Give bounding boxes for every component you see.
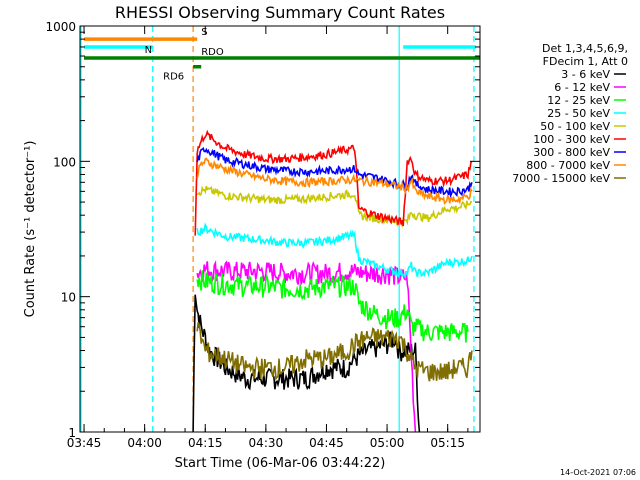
x-tick-label-3: 04:30	[249, 436, 284, 450]
legend-header-0: Det 1,3,4,5,6,9,	[542, 42, 628, 55]
x-tick-label-6: 05:15	[430, 436, 465, 450]
series-line-3	[196, 222, 473, 280]
legend-label-3: 25 - 50 keV	[547, 107, 610, 120]
chart-title: RHESSI Observing Summary Count Rates	[115, 3, 445, 22]
legend-label-7: 800 - 7000 keV	[526, 159, 610, 172]
plot-frame	[79, 25, 481, 433]
series-line-7	[196, 157, 473, 206]
y-tick-label-1: 10	[61, 291, 76, 305]
series-line-6	[196, 146, 473, 199]
series-line-4	[196, 185, 473, 229]
x-tick-label-5: 05:00	[370, 436, 405, 450]
legend-label-0: 3 - 6 keV	[561, 68, 610, 81]
y-tick-label-2: 100	[53, 155, 76, 169]
series-line-2	[196, 270, 469, 343]
flag-label-rdo: RDO	[201, 47, 224, 58]
legend-header-1: FDecim 1, Att 0	[543, 55, 628, 68]
legend-label-6: 300 - 800 keV	[533, 146, 610, 159]
series-line-5	[194, 129, 473, 236]
series-line-1	[196, 259, 417, 433]
x-tick-label-4: 04:45	[309, 436, 344, 450]
x-axis-label: Start Time (06-Mar-06 03:44:22)	[175, 456, 386, 471]
x-tick-label-1: 04:00	[127, 436, 162, 450]
legend-label-5: 100 - 300 keV	[533, 133, 610, 146]
legend-label-1: 6 - 12 keV	[554, 81, 610, 94]
legend-label-2: 12 - 25 keV	[547, 94, 610, 107]
y-axis-label: Count Rate (s⁻¹ detector⁻¹)	[23, 141, 38, 318]
flag-label-n: N	[145, 45, 152, 56]
legend-label-4: 50 - 100 keV	[540, 120, 610, 133]
flag-label-rd6: RD6	[163, 72, 184, 83]
footer-timestamp: 14-Oct-2021 07:06	[560, 468, 636, 477]
flag-label-s: S	[201, 27, 207, 38]
x-tick-label-0: 03:45	[67, 436, 102, 450]
legend-label-8: 7000 - 15000 keV	[512, 172, 610, 185]
y-tick-label-3: 1000	[45, 20, 76, 34]
x-tick-label-2: 04:15	[188, 436, 223, 450]
series-line-8	[196, 322, 473, 382]
y-tick-label-0: 1	[68, 426, 76, 440]
